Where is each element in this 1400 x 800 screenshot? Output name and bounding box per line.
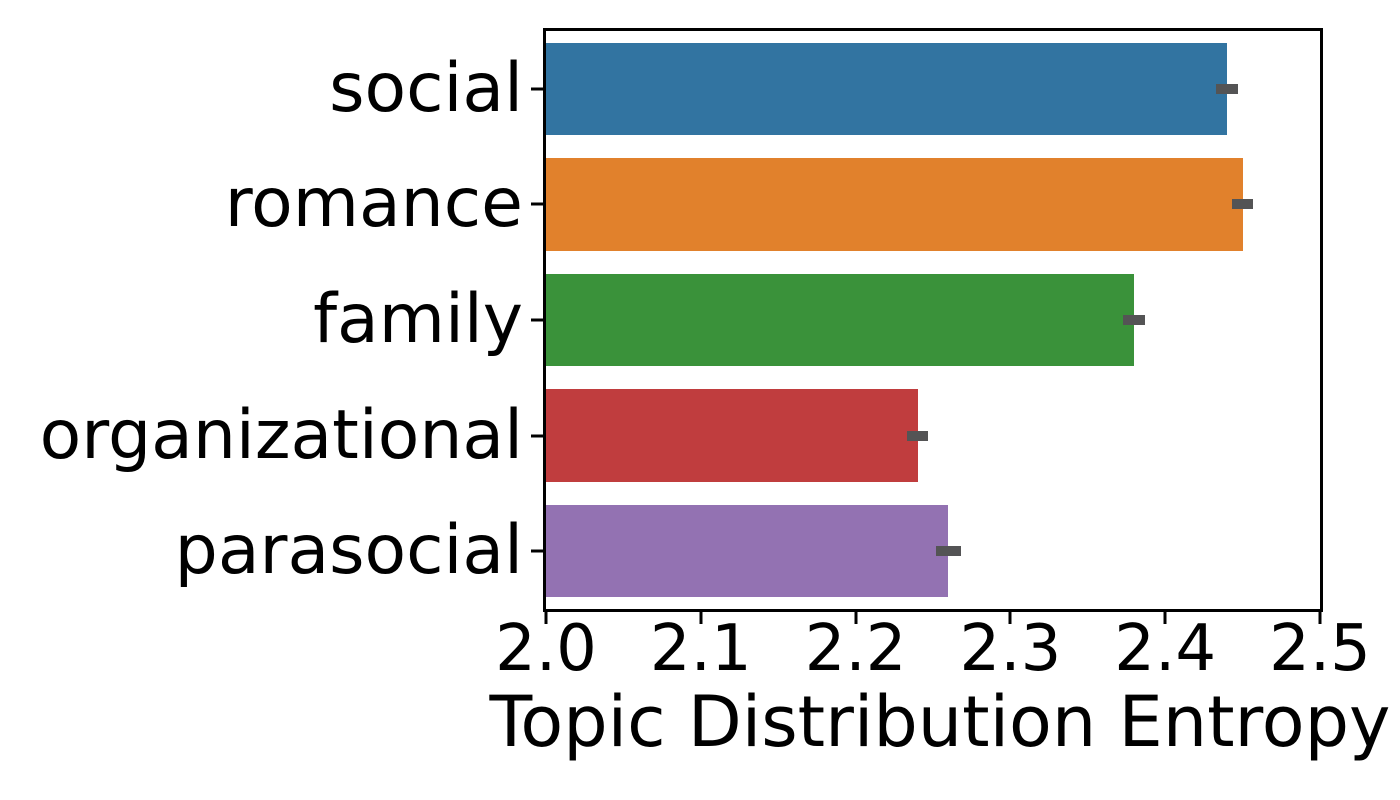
- error-bar-social: [1216, 83, 1238, 94]
- bar-parasocial: [546, 504, 949, 598]
- y-tick-label-family: family: [313, 280, 523, 359]
- y-tick-label-parasocial: parasocial: [174, 511, 523, 591]
- y-tick-label-romance: romance: [224, 164, 523, 244]
- x-tick-2.3: [1008, 612, 1012, 624]
- x-tick-2.2: [854, 612, 858, 624]
- y-tick-organizational: [531, 434, 543, 438]
- x-tick-label-2.4: 2.4: [1114, 612, 1217, 686]
- error-bar-parasocial: [936, 546, 961, 557]
- bar-romance: [546, 158, 1243, 251]
- error-bar-organizational: [906, 430, 929, 441]
- bar-social: [546, 42, 1228, 136]
- error-bar-romance: [1231, 199, 1254, 210]
- x-axis-label: Topic Distribution Entropy: [489, 681, 1391, 763]
- y-tick-parasocial: [531, 549, 543, 553]
- y-tick-social: [531, 87, 543, 91]
- x-tick-2.1: [699, 612, 703, 624]
- x-tick-2.4: [1163, 612, 1167, 624]
- x-tick-label-2.2: 2.2: [804, 612, 907, 686]
- x-tick-2.5: [1318, 612, 1322, 624]
- x-tick-label-2.3: 2.3: [959, 612, 1062, 686]
- error-bar-family: [1123, 315, 1146, 325]
- x-tick-label-2.5: 2.5: [1269, 612, 1371, 686]
- y-tick-label-organizational: organizational: [39, 395, 523, 475]
- y-tick-label-social: social: [329, 48, 523, 128]
- x-tick-label-2.0: 2.0: [495, 612, 597, 686]
- bar-organizational: [546, 389, 918, 482]
- x-tick-label-2.1: 2.1: [649, 612, 752, 686]
- y-tick-romance: [531, 202, 543, 206]
- x-tick-2.0: [544, 612, 548, 624]
- bar-family: [546, 273, 1135, 367]
- y-tick-family: [531, 318, 543, 322]
- plot-area: [543, 28, 1323, 612]
